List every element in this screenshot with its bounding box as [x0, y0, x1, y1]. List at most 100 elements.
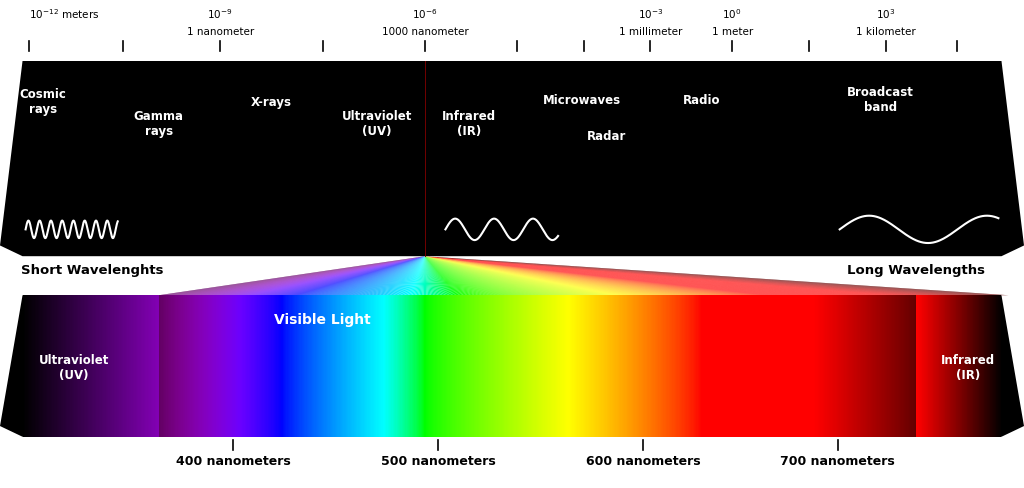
Bar	[121, 295, 122, 437]
Bar	[455, 295, 456, 437]
Bar	[60, 295, 62, 437]
Bar	[847, 295, 848, 437]
Text: Infrared
(IR): Infrared (IR)	[941, 354, 994, 383]
Bar	[24, 295, 26, 437]
Bar	[251, 295, 252, 437]
Bar	[298, 295, 299, 437]
Bar	[585, 295, 587, 437]
Bar	[787, 295, 788, 437]
Bar	[799, 295, 800, 437]
Bar	[443, 295, 444, 437]
Bar	[483, 295, 485, 437]
Bar	[68, 295, 69, 437]
Bar	[609, 295, 610, 437]
Bar	[268, 295, 270, 437]
Bar	[379, 295, 380, 437]
Bar	[773, 295, 775, 437]
Bar	[36, 295, 38, 437]
Text: Ultraviolet
(UV): Ultraviolet (UV)	[39, 354, 109, 383]
Bar	[614, 295, 615, 437]
Bar	[374, 295, 375, 437]
Bar	[663, 295, 664, 437]
Bar	[907, 295, 909, 437]
Bar	[819, 295, 820, 437]
Bar	[810, 295, 811, 437]
Bar	[106, 295, 109, 437]
Bar	[123, 295, 125, 437]
Bar	[692, 295, 694, 437]
Bar	[900, 295, 901, 437]
Bar	[207, 295, 208, 437]
Bar	[184, 295, 185, 437]
Bar	[815, 295, 816, 437]
Bar	[678, 295, 679, 437]
Bar	[212, 295, 213, 437]
Bar	[346, 295, 347, 437]
Bar	[851, 295, 852, 437]
Bar	[732, 295, 733, 437]
Bar	[229, 295, 230, 437]
Bar	[493, 295, 494, 437]
Bar	[682, 295, 684, 437]
Bar	[706, 295, 707, 437]
Bar	[462, 295, 464, 437]
Bar	[647, 295, 648, 437]
Bar	[879, 295, 880, 437]
Bar	[871, 295, 872, 437]
Bar	[311, 295, 313, 437]
Bar	[236, 295, 238, 437]
Bar	[393, 295, 394, 437]
Polygon shape	[0, 61, 1024, 256]
Bar	[756, 295, 757, 437]
Bar	[566, 295, 567, 437]
Bar	[281, 295, 282, 437]
Bar	[708, 295, 709, 437]
Bar	[246, 295, 247, 437]
Bar	[102, 295, 104, 437]
Bar	[155, 295, 156, 437]
Bar	[665, 295, 666, 437]
Bar	[206, 295, 207, 437]
Bar	[587, 295, 588, 437]
Bar	[589, 295, 590, 437]
Bar	[794, 295, 795, 437]
Bar	[795, 295, 797, 437]
Bar	[475, 295, 476, 437]
Bar	[613, 295, 614, 437]
Bar	[158, 295, 159, 437]
Bar	[488, 295, 490, 437]
Bar	[743, 295, 744, 437]
Bar	[598, 295, 599, 437]
Bar	[652, 295, 653, 437]
Bar	[347, 295, 348, 437]
Bar	[307, 295, 308, 437]
Bar	[691, 295, 692, 437]
Bar	[492, 295, 493, 437]
Bar	[563, 295, 565, 437]
Bar	[601, 295, 603, 437]
Bar	[429, 295, 431, 437]
Bar	[131, 295, 133, 437]
Bar	[80, 295, 81, 437]
Bar	[453, 295, 454, 437]
Text: Long Wavelengths: Long Wavelengths	[848, 264, 985, 277]
Bar	[861, 295, 862, 437]
Bar	[558, 295, 560, 437]
Bar	[31, 295, 32, 437]
Bar	[828, 295, 829, 437]
Bar	[459, 295, 460, 437]
Bar	[560, 295, 561, 437]
Text: Gamma
rays: Gamma rays	[134, 110, 183, 139]
Bar	[35, 295, 36, 437]
Bar	[437, 295, 438, 437]
Bar	[494, 295, 496, 437]
Bar	[522, 295, 523, 437]
Bar	[764, 295, 765, 437]
Bar	[244, 295, 245, 437]
Bar	[734, 295, 735, 437]
Bar	[574, 295, 577, 437]
Bar	[451, 295, 453, 437]
Bar	[401, 295, 402, 437]
Bar	[630, 295, 631, 437]
Bar	[257, 295, 259, 437]
